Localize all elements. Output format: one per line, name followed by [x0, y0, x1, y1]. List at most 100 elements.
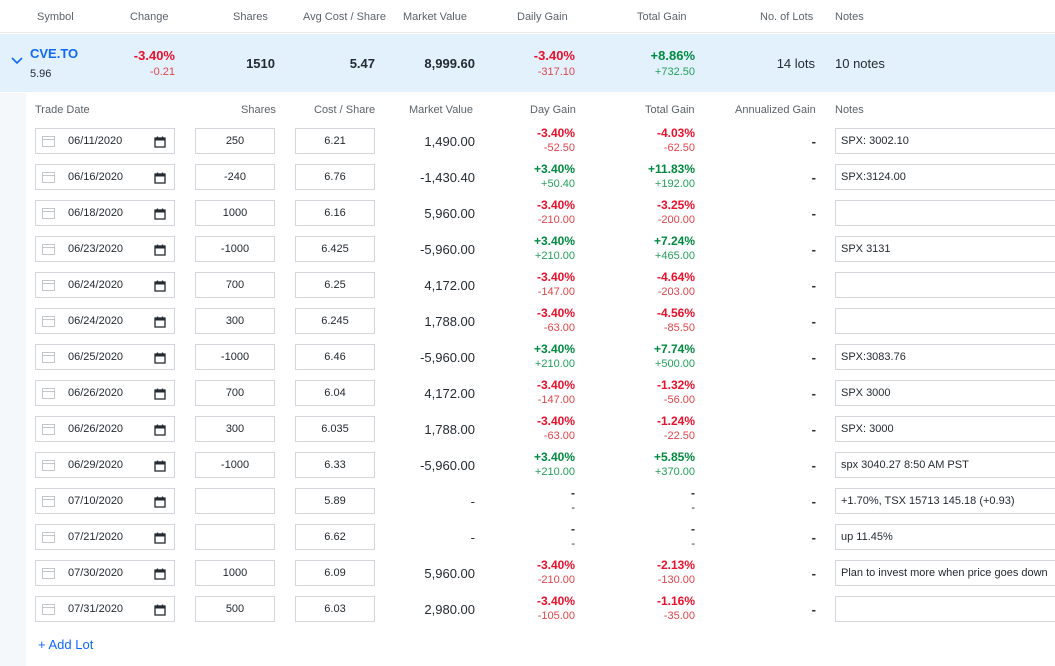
col-shares[interactable]: Shares	[233, 11, 268, 23]
calendar-icon[interactable]	[154, 244, 166, 256]
total-gain-amount: -35.00	[663, 610, 695, 622]
lot-note-input[interactable]: SPX: 3000	[835, 416, 1055, 442]
calendar-icon[interactable]	[154, 604, 166, 616]
lot-shares-input[interactable]: -1000	[195, 236, 275, 262]
lot-shares-input[interactable]: 700	[195, 380, 275, 406]
calendar-icon[interactable]	[154, 352, 166, 364]
col-change[interactable]: Change	[130, 11, 169, 23]
col-daily-gain[interactable]: Daily Gain	[517, 11, 568, 23]
lot-note-input[interactable]	[835, 272, 1055, 298]
lot-note-input[interactable]	[835, 308, 1055, 334]
lot-shares-value: 700	[225, 279, 245, 291]
lot-cost-input[interactable]: 6.09	[295, 560, 375, 586]
lot-cost-input[interactable]: 6.21	[295, 128, 375, 154]
trade-date-input[interactable]: 06/25/2020	[35, 344, 175, 370]
trade-date-input[interactable]: 07/31/2020	[35, 596, 175, 622]
calendar-icon[interactable]	[154, 172, 166, 184]
col-day-gain: Day Gain	[530, 104, 576, 116]
lot-cost-input[interactable]: 6.245	[295, 308, 375, 334]
lot-note-input[interactable]: SPX:3083.76	[835, 344, 1055, 370]
lot-note-input[interactable]: Plan to invest more when price goes down	[835, 560, 1055, 586]
lot-note-input[interactable]: +1.70%, TSX 15713 145.18 (+0.93)	[835, 488, 1055, 514]
trade-date-input[interactable]: 06/18/2020	[35, 200, 175, 226]
trade-date-input[interactable]: 06/26/2020	[35, 416, 175, 442]
total-gain-amount: -62.50	[663, 142, 695, 154]
lot-cost-input[interactable]: 6.25	[295, 272, 375, 298]
lot-shares-input[interactable]: 500	[195, 596, 275, 622]
trade-date-input[interactable]: 06/26/2020	[35, 380, 175, 406]
lot-cost-input[interactable]: 6.33	[295, 452, 375, 478]
lot-shares-input[interactable]: 1000	[195, 560, 275, 586]
trade-date-input[interactable]: 07/30/2020	[35, 560, 175, 586]
avg-cost: 5.47	[349, 56, 375, 71]
lot-note-input[interactable]: SPX: 3002.10	[835, 128, 1055, 154]
lot-cost-input[interactable]: 6.425	[295, 236, 375, 262]
lot-shares-input[interactable]	[195, 488, 275, 514]
calendar-icon[interactable]	[154, 388, 166, 400]
col-symbol[interactable]: Symbol	[37, 11, 74, 23]
calendar-outline-icon	[42, 603, 55, 615]
col-lot-market-value: Market Value	[409, 104, 473, 116]
col-avg-cost[interactable]: Avg Cost / Share	[303, 11, 386, 23]
calendar-icon[interactable]	[154, 496, 166, 508]
symbol-link[interactable]: CVE.TO	[30, 46, 79, 61]
chevron-down-icon[interactable]	[10, 56, 24, 66]
lot-cost-value: 6.425	[321, 243, 349, 255]
lot-cost-input[interactable]: 6.46	[295, 344, 375, 370]
trade-date-input[interactable]: 06/23/2020	[35, 236, 175, 262]
lot-cost-input[interactable]: 6.62	[295, 524, 375, 550]
lot-note-input[interactable]: SPX 3000	[835, 380, 1055, 406]
lot-note-value: SPX:3124.00	[841, 171, 906, 183]
trade-date-input[interactable]: 06/16/2020	[35, 164, 175, 190]
holding-row[interactable]: CVE.TO 5.96 -3.40% -0.21 1510 5.47 8,999…	[0, 34, 1055, 92]
trade-date-input[interactable]: 06/11/2020	[35, 128, 175, 154]
lot-note-input[interactable]: spx 3040.27 8:50 AM PST	[835, 452, 1055, 478]
lot-note-input[interactable]: SPX 3131	[835, 236, 1055, 262]
lot-note-input[interactable]: SPX:3124.00	[835, 164, 1055, 190]
trade-date-input[interactable]: 07/10/2020	[35, 488, 175, 514]
calendar-icon[interactable]	[154, 460, 166, 472]
lot-cost-input[interactable]: 6.16	[295, 200, 375, 226]
calendar-icon[interactable]	[154, 208, 166, 220]
lot-shares-value: -1000	[220, 351, 250, 363]
lot-cost-input[interactable]: 6.03	[295, 596, 375, 622]
lot-cost-input[interactable]: 6.035	[295, 416, 375, 442]
calendar-icon[interactable]	[154, 532, 166, 544]
add-lot-button[interactable]: + Add Lot	[38, 637, 94, 652]
lot-note-input[interactable]: up 11.45%	[835, 524, 1055, 550]
trade-date-input[interactable]: 06/29/2020	[35, 452, 175, 478]
col-market-value[interactable]: Market Value	[403, 11, 467, 23]
lot-note-input[interactable]	[835, 596, 1055, 622]
calendar-icon[interactable]	[154, 424, 166, 436]
lot-cost-input[interactable]: 5.89	[295, 488, 375, 514]
calendar-icon[interactable]	[154, 136, 166, 148]
lot-shares-input[interactable]: 700	[195, 272, 275, 298]
lot-cost-input[interactable]: 6.04	[295, 380, 375, 406]
col-lot-total-gain: Total Gain	[645, 104, 695, 116]
lot-shares-input[interactable]	[195, 524, 275, 550]
lot-shares-input[interactable]: 250	[195, 128, 275, 154]
notes-count[interactable]: 10 notes	[835, 56, 885, 71]
lot-note-value: SPX: 3002.10	[841, 135, 909, 147]
calendar-icon[interactable]	[154, 316, 166, 328]
lot-cost-input[interactable]: 6.76	[295, 164, 375, 190]
calendar-icon[interactable]	[154, 280, 166, 292]
trade-date-value: 06/26/2020	[68, 423, 124, 435]
col-total-gain[interactable]: Total Gain	[637, 11, 687, 23]
trade-date-input[interactable]: 07/21/2020	[35, 524, 175, 550]
lot-shares-input[interactable]: 300	[195, 308, 275, 334]
lot-shares-input[interactable]: -1000	[195, 452, 275, 478]
col-lots[interactable]: No. of Lots	[760, 11, 814, 23]
trade-date-input[interactable]: 06/24/2020	[35, 308, 175, 334]
day-gain-percent: +3.40%	[533, 162, 575, 176]
lot-shares-input[interactable]: 1000	[195, 200, 275, 226]
lot-note-input[interactable]	[835, 200, 1055, 226]
calendar-icon[interactable]	[154, 568, 166, 580]
lot-shares-input[interactable]: -1000	[195, 344, 275, 370]
col-notes[interactable]: Notes	[835, 11, 864, 23]
trade-date-input[interactable]: 06/24/2020	[35, 272, 175, 298]
lot-total-gain: -4.56% -85.50	[615, 306, 695, 335]
lot-shares-input[interactable]: -240	[195, 164, 275, 190]
lot-shares-input[interactable]: 300	[195, 416, 275, 442]
col-lot-notes: Notes	[835, 104, 864, 116]
